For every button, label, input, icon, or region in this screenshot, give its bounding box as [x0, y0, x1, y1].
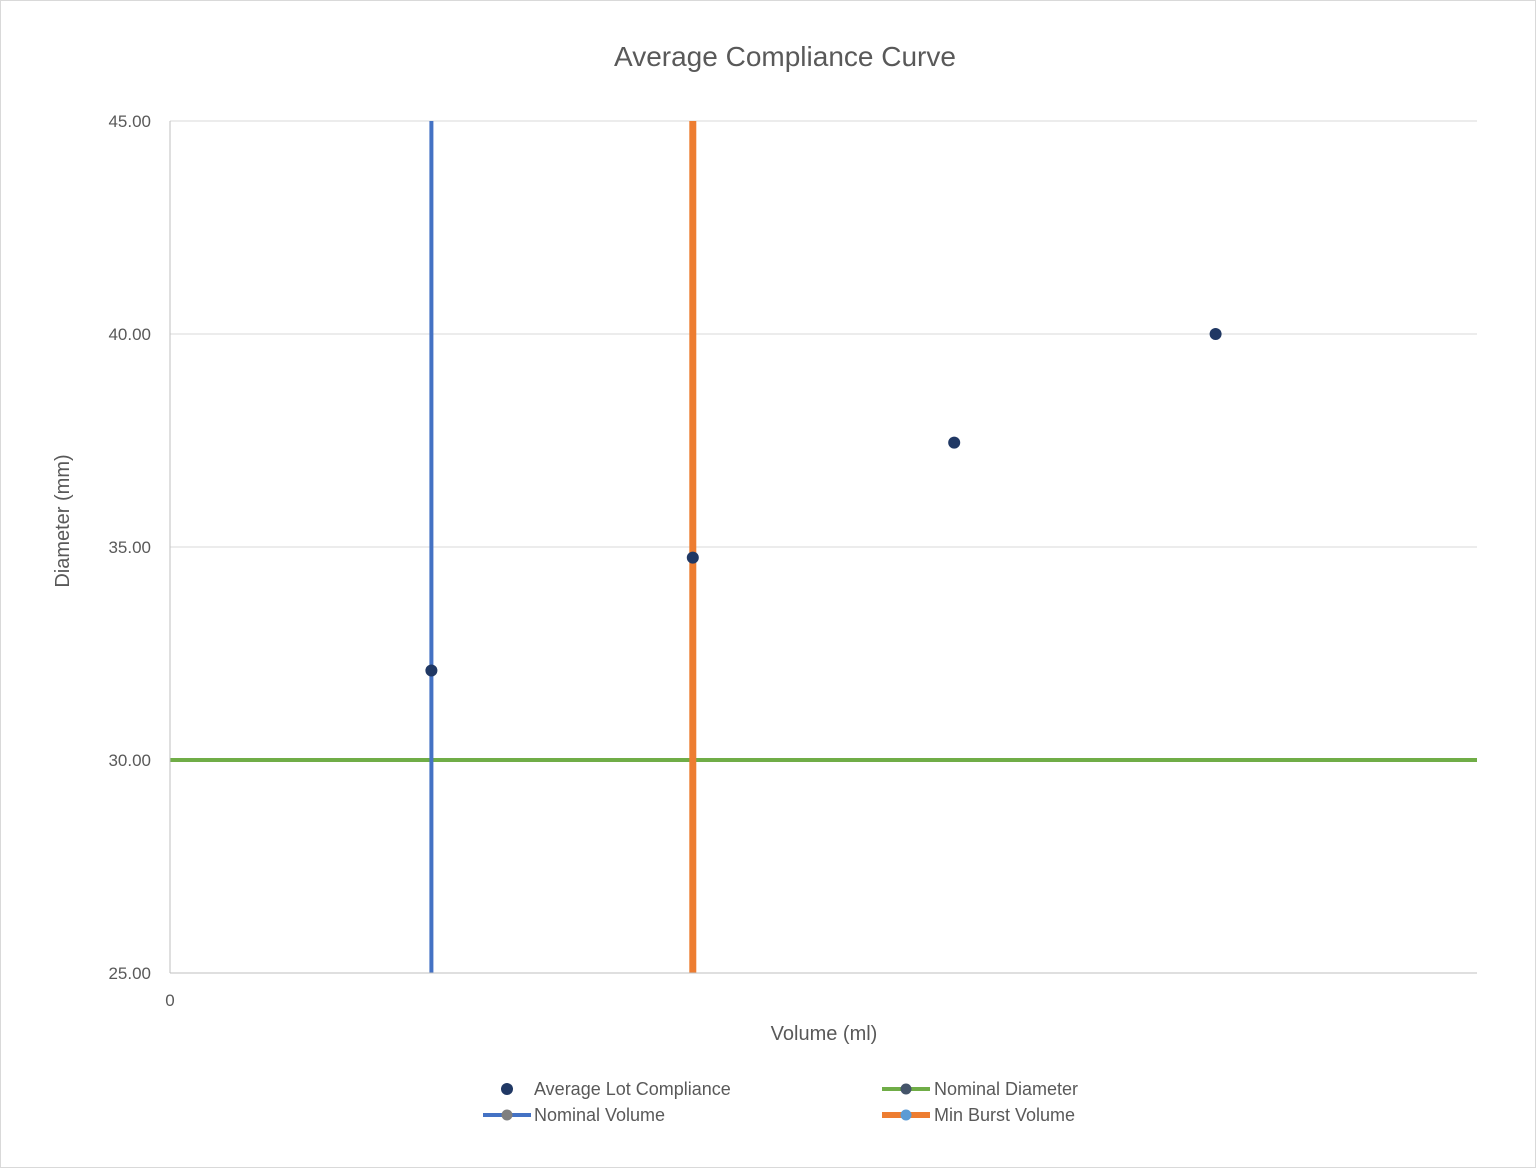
x-axis-title: Volume (ml) [771, 1023, 878, 1045]
data-point-average-lot-compliance-1[interactable] [425, 664, 438, 677]
axis-lines [169, 121, 1477, 974]
y-tick-label-1: 30.00 [108, 751, 151, 770]
chart-title: Average Compliance Curve [614, 41, 956, 72]
y-tick-label-0: 25.00 [108, 964, 151, 983]
y-tick-label-2: 35.00 [108, 538, 151, 557]
legend-marker-min-burst-volume [900, 1109, 912, 1121]
legend-item-min-burst-volume[interactable]: Min Burst Volume [882, 1105, 1075, 1125]
series-points [425, 328, 1222, 677]
legend-item-nominal-diameter[interactable]: Nominal Diameter [882, 1079, 1078, 1099]
data-point-average-lot-compliance-4[interactable] [1209, 328, 1222, 340]
legend-label-average-lot-compliance: Average Lot Compliance [534, 1079, 731, 1099]
series-lines [170, 121, 1477, 973]
y-tick-label-4: 45.00 [108, 112, 151, 131]
legend-label-nominal-diameter: Nominal Diameter [934, 1079, 1078, 1099]
legend-marker-nominal-diameter [900, 1083, 912, 1095]
legend-marker-nominal-volume [501, 1109, 513, 1121]
gridlines [170, 120, 1477, 761]
legend-marker-average-lot-compliance [501, 1083, 513, 1095]
legend-item-nominal-volume[interactable]: Nominal Volume [483, 1105, 665, 1125]
y-tick-label-3: 40.00 [108, 325, 151, 344]
y-tick-labels: 25.00 30.00 35.00 40.00 45.00 [108, 112, 151, 983]
x-tick-label-0: 0 [165, 991, 174, 1010]
x-tick-labels: 0 [165, 991, 174, 1010]
legend-label-min-burst-volume: Min Burst Volume [934, 1105, 1075, 1125]
legend-item-average-lot-compliance[interactable]: Average Lot Compliance [501, 1079, 731, 1099]
legend-label-nominal-volume: Nominal Volume [534, 1105, 665, 1125]
data-point-average-lot-compliance-2[interactable] [686, 551, 699, 564]
y-axis-title: Diameter (mm) [52, 454, 74, 587]
data-point-average-lot-compliance-3[interactable] [948, 436, 961, 449]
legend: Average Lot Compliance Nominal Diameter … [483, 1079, 1078, 1125]
